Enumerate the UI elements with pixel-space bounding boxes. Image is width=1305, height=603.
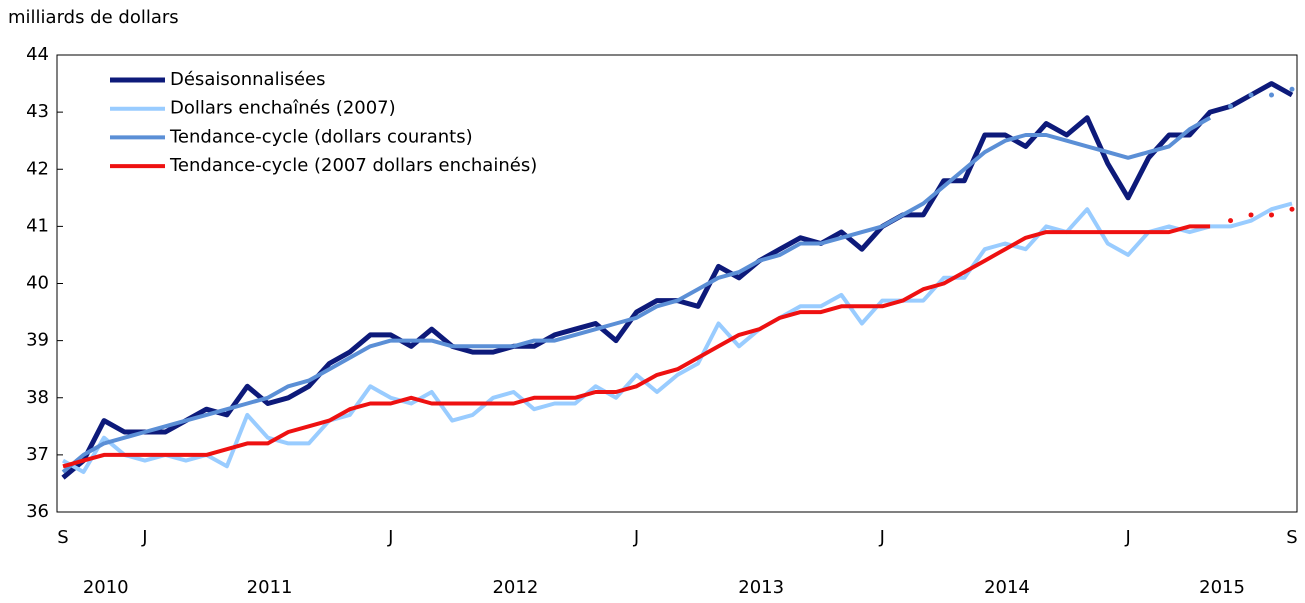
- projected-point: [1248, 92, 1254, 98]
- y-tick-label: 37: [26, 444, 49, 465]
- year-label: 2014: [984, 577, 1030, 598]
- y-tick-label: 40: [26, 273, 49, 294]
- x-tick-label: J: [633, 527, 639, 548]
- line: [61, 116, 1212, 474]
- projected-point: [1228, 218, 1234, 224]
- projected-point: [1228, 103, 1234, 109]
- x-tick-label: J: [1124, 527, 1130, 548]
- legend-label: Tendance-cycle (2007 dollars enchainés): [169, 155, 537, 176]
- y-tick-label: 43: [26, 101, 49, 122]
- projected-point: [1289, 206, 1295, 212]
- projected-point: [1269, 92, 1275, 98]
- year-label: 2011: [247, 577, 293, 598]
- projected-point: [1269, 212, 1275, 218]
- x-tick-label: J: [879, 527, 885, 548]
- y-tick-label: 36: [26, 501, 49, 522]
- y-axis-label: milliards de dollars: [8, 7, 179, 28]
- line: [62, 201, 1293, 474]
- y-tick-label: 44: [26, 44, 49, 65]
- year-label: 2013: [738, 577, 784, 598]
- projected-point: [1289, 86, 1295, 92]
- x-tick-label: J: [141, 527, 147, 548]
- year-label: 2015: [1199, 577, 1245, 598]
- x-tick-label: J: [387, 527, 393, 548]
- legend-label: Dollars enchaînés (2007): [170, 98, 396, 119]
- year-label: 2012: [492, 577, 538, 598]
- projected-point: [1248, 212, 1254, 218]
- y-tick-label: 39: [26, 330, 49, 351]
- legend-label: Tendance-cycle (dollars courants): [169, 126, 473, 147]
- x-tick-label: S: [1286, 527, 1297, 548]
- y-tick-label: 41: [26, 215, 49, 236]
- y-tick-label: 38: [26, 387, 49, 408]
- year-label: 2010: [83, 577, 129, 598]
- legend-label: Désaisonnalisées: [170, 69, 326, 90]
- line: [62, 224, 1211, 469]
- y-tick-label: 42: [26, 158, 49, 179]
- x-tick-label: S: [57, 527, 68, 548]
